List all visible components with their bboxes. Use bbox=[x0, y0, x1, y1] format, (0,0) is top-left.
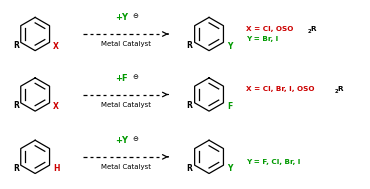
Text: X: X bbox=[53, 102, 59, 111]
Text: R: R bbox=[187, 101, 192, 110]
Text: Metal Catalyst: Metal Catalyst bbox=[101, 41, 151, 47]
Text: X: X bbox=[53, 42, 59, 51]
Text: ⊖: ⊖ bbox=[132, 136, 138, 142]
Text: R: R bbox=[310, 26, 316, 32]
Text: R: R bbox=[13, 101, 18, 110]
Text: +F: +F bbox=[115, 74, 128, 83]
Text: Y: Y bbox=[227, 164, 233, 174]
Text: ⊖: ⊖ bbox=[132, 74, 138, 80]
Text: Metal Catalyst: Metal Catalyst bbox=[101, 164, 151, 170]
Text: ⊖: ⊖ bbox=[132, 13, 138, 19]
Text: R: R bbox=[338, 86, 343, 92]
Text: R: R bbox=[187, 164, 192, 173]
Text: Metal Catalyst: Metal Catalyst bbox=[101, 102, 151, 108]
Text: +Y: +Y bbox=[115, 13, 128, 22]
Text: Y = F, Cl, Br, I: Y = F, Cl, Br, I bbox=[246, 159, 300, 165]
Text: +Y: +Y bbox=[115, 136, 128, 145]
Text: R: R bbox=[187, 41, 192, 50]
Text: X = Cl, OSO: X = Cl, OSO bbox=[246, 26, 293, 32]
Text: Y = Br, I: Y = Br, I bbox=[246, 36, 278, 42]
Text: H: H bbox=[53, 164, 59, 174]
Text: 2: 2 bbox=[307, 29, 311, 34]
Text: R: R bbox=[13, 164, 18, 173]
Text: Y: Y bbox=[227, 42, 233, 51]
Text: R: R bbox=[13, 41, 18, 50]
Text: X = Cl, Br, I, OSO: X = Cl, Br, I, OSO bbox=[246, 86, 314, 92]
Text: F: F bbox=[227, 102, 233, 111]
Text: 2: 2 bbox=[334, 89, 338, 94]
